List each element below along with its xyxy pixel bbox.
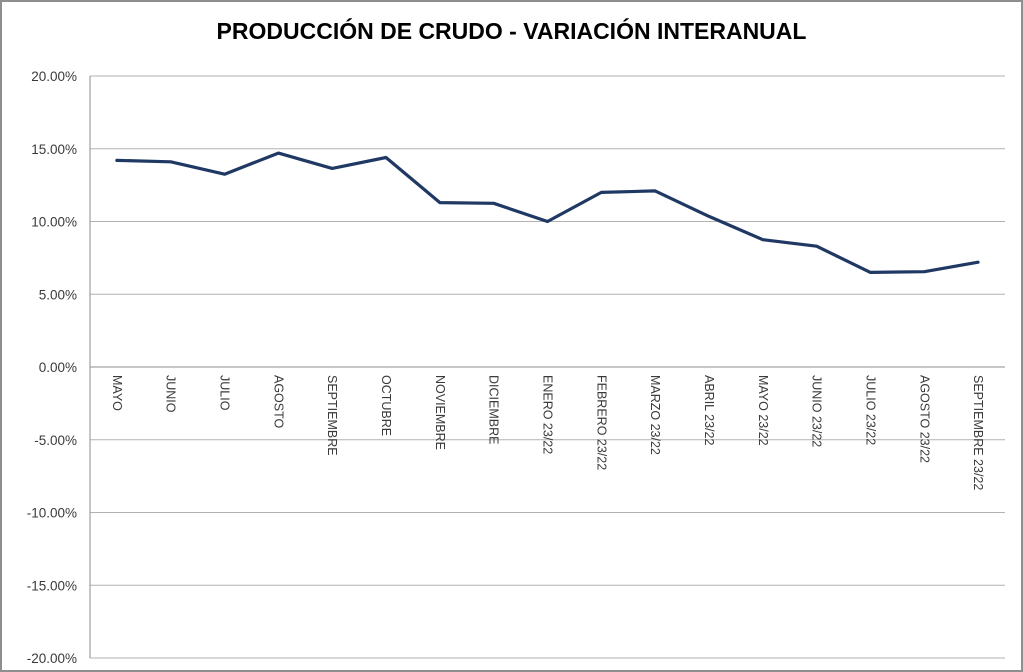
x-tick-label: AGOSTO xyxy=(271,375,285,429)
y-tick-label: -5.00% xyxy=(34,433,77,448)
x-tick-label: DICIEMBRE xyxy=(487,375,501,444)
x-tick-label: JUNIO xyxy=(164,375,178,413)
y-tick-label: -20.00% xyxy=(27,651,77,666)
x-tick-label: FEBRERO 23/22 xyxy=(594,375,608,470)
y-tick-label: 10.00% xyxy=(31,215,77,230)
x-tick-label: JULIO 23/22 xyxy=(863,375,877,445)
x-tick-label: AGOSTO 23/22 xyxy=(917,375,931,463)
x-tick-label: JULIO xyxy=(218,375,232,411)
x-tick-label: OCTUBRE xyxy=(379,375,393,436)
x-tick-label: MAYO 23/22 xyxy=(756,375,770,446)
y-tick-label: 15.00% xyxy=(31,142,77,157)
y-tick-label: 0.00% xyxy=(39,360,77,375)
x-tick-label: SEPTIEMBRE 23/22 xyxy=(971,375,985,490)
y-tick-label: 5.00% xyxy=(39,287,77,302)
chart-title: PRODUCCIÓN DE CRUDO - VARIACIÓN INTERANU… xyxy=(216,18,807,44)
x-tick-label: MAYO xyxy=(110,375,124,411)
y-tick-label: -10.00% xyxy=(27,506,77,521)
x-tick-label: JUNIO 23/22 xyxy=(810,375,824,447)
x-tick-label: SEPTIEMBRE xyxy=(325,375,339,456)
x-tick-label: NOVIEMBRE xyxy=(433,375,447,450)
y-tick-label: -15.00% xyxy=(27,578,77,593)
x-tick-label: ENERO 23/22 xyxy=(541,375,555,454)
data-line-series xyxy=(115,151,980,274)
y-tick-label: 20.00% xyxy=(31,69,77,84)
x-tick-label: ABRIL 23/22 xyxy=(702,375,716,445)
x-tick-label: MARZO 23/22 xyxy=(648,375,662,455)
